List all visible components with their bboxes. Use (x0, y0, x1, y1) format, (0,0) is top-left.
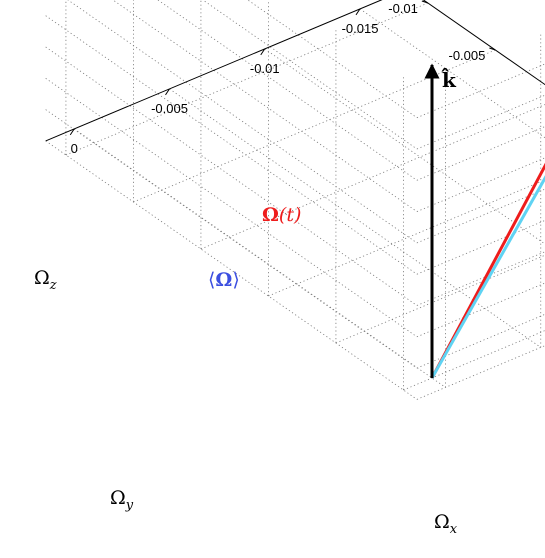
wall-y-gridline-h (416, 251, 545, 306)
grid (45, 0, 545, 400)
y-axis-line (422, 0, 545, 86)
wall-x-gridline-h (45, 46, 418, 306)
vectors (424, 63, 545, 379)
wall-y-gridline-h (416, 157, 545, 212)
wall-y-gridline-h (416, 94, 545, 150)
wall-y-gridline-h (416, 126, 545, 181)
wall-x-gridline-h (67, 0, 418, 244)
wall-x-gridline-h (45, 15, 418, 275)
x-axis-label: Ωx (434, 511, 458, 537)
floor-gridline-y (335, 254, 545, 344)
floor-gridline-y (200, 104, 545, 250)
floor-gridline-x (169, 88, 541, 348)
axes-frame (45, 0, 545, 142)
y-axis-label: Ωy (110, 487, 134, 513)
wall-x-gridline-h (45, 140, 418, 400)
x-tick-label: -0.005 (151, 101, 188, 116)
floor-gridline-y (268, 179, 545, 297)
y-tick-mark (421, 0, 429, 4)
wall-y-gridline-h (416, 219, 545, 275)
wall-x-gridline-h (157, 0, 418, 181)
x-tick-mark (69, 128, 75, 136)
floor-gridline-y (403, 330, 545, 391)
floor-gridline-x (264, 48, 545, 245)
y-tick-mark (489, 47, 496, 51)
wall-y-gridline-h (416, 188, 545, 244)
wall-y-gridline-h (416, 282, 545, 338)
z-axis-label: Ωz (34, 267, 57, 293)
x-tick-mark (355, 8, 361, 16)
labels: Ωz Ωy Ωx k̂ Ω(t) ⟨Ω⟩ (34, 66, 458, 537)
x-tick-label: -0.015 (342, 21, 379, 36)
y-tick-label: -0.01 (388, 1, 418, 16)
x-tick-mark (260, 48, 266, 56)
wall-y-gridline-h (416, 313, 545, 369)
x-tick-label: -0.01 (250, 61, 280, 76)
wall-x-gridline-h (45, 109, 418, 369)
wall-x-gridline-h (202, 0, 418, 150)
x-tick-mark (165, 88, 170, 96)
omega-mean-label: ⟨Ω⟩ (208, 269, 240, 291)
wall-x-gridline-h (247, 0, 418, 119)
omega-t-label: Ω(t) (262, 204, 301, 226)
tick-labels: 0-0.005-0.01-0.0150.0150.010.0050-0.005-… (71, 1, 486, 156)
omega-t-vector (430, 162, 545, 379)
y-tick-label: -0.005 (449, 48, 486, 63)
floor-gridline-x (74, 128, 446, 388)
wall-x-gridline-h (112, 0, 418, 212)
floor-gridline-y (65, 2, 429, 156)
wall-x-gridline-h (45, 77, 418, 338)
wall-y-gridline-h (416, 345, 545, 400)
x-axis-line (45, 0, 383, 142)
x-tick-label: 0 (71, 141, 78, 156)
wall-y-gridline-h (416, 63, 545, 119)
k-hat-label: k̂ (441, 66, 457, 92)
omega-mean-vector (430, 175, 545, 379)
